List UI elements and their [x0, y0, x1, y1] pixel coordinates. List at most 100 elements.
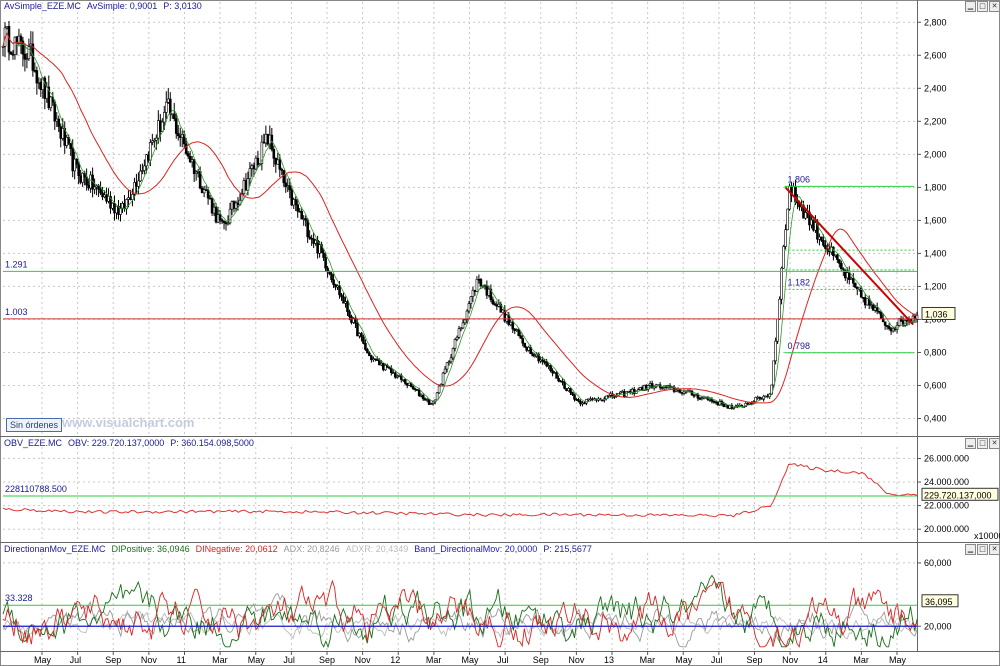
candle-body — [780, 267, 783, 300]
x-tick-label: Sep — [747, 655, 763, 665]
panel1-minimize-icon[interactable]: ▁ — [965, 1, 976, 12]
candle-body — [851, 277, 855, 284]
panel1-header-item: AvSimple: 0,9001 — [87, 1, 157, 11]
candle-body — [427, 399, 431, 405]
candle-body — [348, 311, 351, 317]
candle-body — [137, 180, 140, 187]
candle-body — [561, 380, 564, 383]
panel3-minimize-icon[interactable]: ▁ — [965, 544, 976, 555]
panel1-header: AvSimple_EZE.MC AvSimple: 0,9001 P: 3,0130 — [4, 1, 202, 11]
candle-body — [374, 358, 377, 360]
candle-body — [429, 403, 433, 405]
x-tick-label: May — [889, 655, 907, 665]
candle-body — [340, 294, 343, 298]
panel2-close-icon[interactable]: ✕ — [989, 438, 1000, 449]
candle-body — [511, 321, 515, 330]
candle-body — [395, 375, 399, 378]
panel3-maximize-icon[interactable]: □ — [977, 544, 988, 555]
panel1-header-item: P: 3,0130 — [163, 1, 202, 11]
x-tick-label: Jul — [711, 655, 723, 665]
candle-body — [758, 396, 761, 399]
panel2-maximize-icon[interactable]: □ — [977, 438, 988, 449]
candle-body — [569, 388, 572, 393]
x-tick-label: May — [675, 655, 693, 665]
price-marker-value: 1,036 — [925, 309, 948, 319]
candle-body — [23, 53, 27, 60]
candle-body — [346, 301, 349, 312]
candle-body — [469, 296, 473, 304]
candle-body — [555, 372, 558, 379]
candle-body — [256, 157, 260, 166]
candle-body — [210, 198, 214, 214]
y-tick-label: 2,400 — [924, 83, 947, 93]
candle-body — [194, 171, 198, 174]
candle-body — [172, 113, 176, 120]
candle-body — [451, 348, 455, 359]
candle-body — [234, 202, 238, 209]
candle-body — [435, 392, 439, 401]
candle-body — [304, 218, 307, 221]
candle-body — [151, 140, 154, 143]
candle-body — [875, 307, 879, 312]
candle-body — [143, 165, 146, 171]
candle-body — [164, 101, 168, 113]
y-tick-label: 60,000 — [924, 558, 952, 568]
obv-line — [2, 463, 918, 518]
panel3-header-item: P: 215,5677 — [543, 544, 592, 554]
panel2-minimize-icon[interactable]: ▁ — [965, 438, 976, 449]
x-tick-label: Mar — [640, 655, 656, 665]
candle-body — [360, 333, 363, 338]
candle-body — [824, 244, 827, 249]
candle-body — [284, 182, 288, 188]
level-label: 1.291 — [5, 259, 28, 269]
candle-body — [847, 272, 851, 280]
panel2-header-item: OBV_EZE.MC — [4, 438, 63, 448]
candle-body — [119, 207, 122, 215]
candle-body — [364, 343, 367, 350]
x-tick-label: May — [34, 655, 52, 665]
x-tick-label: Jul — [70, 655, 82, 665]
candle-body — [517, 329, 521, 337]
panel1-maximize-icon[interactable]: □ — [977, 1, 988, 12]
panel3-header: DirectionanMov_EZE.MC DIPositive: 36,0946… — [4, 544, 592, 554]
candle-body — [81, 172, 84, 183]
candle-body — [782, 246, 785, 269]
candle-body — [393, 372, 397, 378]
candle-body — [493, 303, 497, 306]
candle-body — [650, 383, 654, 389]
candle-body — [583, 402, 586, 405]
candle-body — [732, 407, 736, 409]
candle-body — [541, 359, 544, 362]
x-tick-label: Nov — [782, 655, 799, 665]
candle-body — [674, 389, 678, 392]
candle-body — [549, 365, 552, 372]
watermark: www.visualchart.com — [62, 415, 195, 430]
candle-body — [883, 321, 887, 326]
x-tick-label: Nov — [141, 655, 158, 665]
candle-body — [557, 378, 560, 382]
candle-body — [77, 163, 80, 177]
panel3-close-icon[interactable]: ✕ — [989, 544, 1000, 555]
candle-body — [125, 199, 128, 210]
y-tick-label: 2,000 — [924, 149, 947, 159]
y-tick-label: 2,800 — [924, 17, 947, 27]
fib-level-label: 0.798 — [787, 341, 810, 351]
y-tick-label: 0,800 — [924, 347, 947, 357]
dm-level-label: 33.328 — [5, 593, 33, 603]
candle-body — [342, 296, 345, 304]
candle-body — [877, 310, 881, 313]
panel1-close-icon[interactable]: ✕ — [989, 1, 1000, 12]
candle-body — [853, 282, 857, 288]
y-tick-label: 0,400 — [924, 413, 947, 423]
candle-body — [168, 98, 172, 115]
candle-body — [778, 298, 781, 320]
candle-body — [202, 189, 206, 194]
panel3-header-item: ADXR: 20,4349 — [346, 544, 409, 554]
candle-body — [73, 158, 76, 172]
candle-body — [176, 133, 180, 137]
candle-body — [240, 193, 244, 201]
no-orders-button[interactable]: Sin órdenes — [6, 418, 63, 432]
candle-body — [206, 190, 210, 199]
candle-body — [551, 370, 554, 374]
